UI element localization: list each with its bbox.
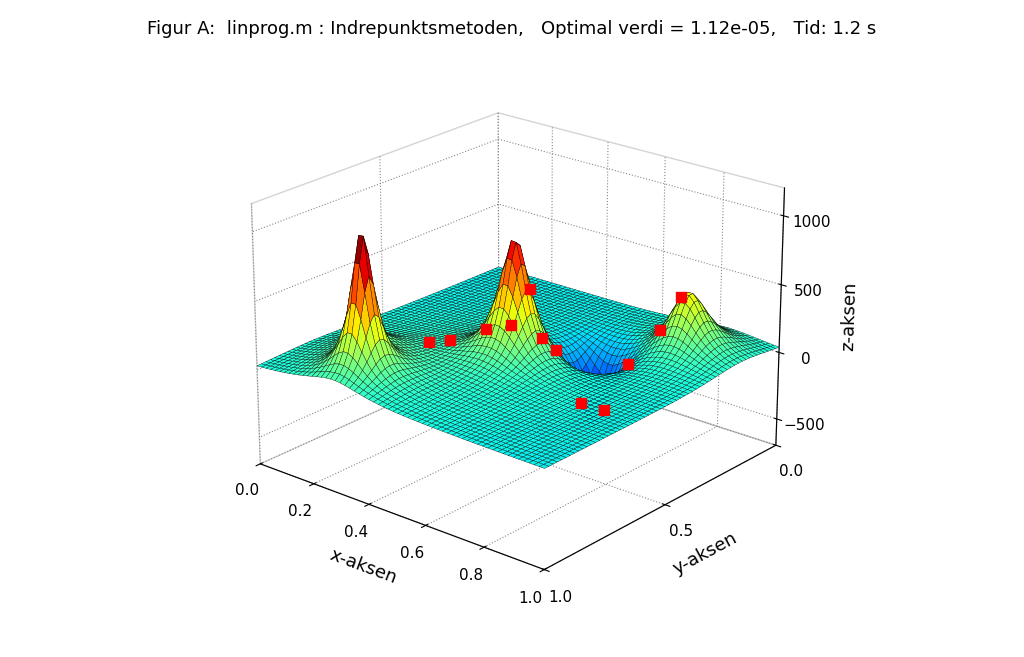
- Text: Figur A:  linprog.m : Indrepunktsmetoden,   Optimal verdi = 1.12e-05,   Tid: 1.2: Figur A: linprog.m : Indrepunktsmetoden,…: [147, 20, 877, 37]
- X-axis label: x-aksen: x-aksen: [327, 546, 399, 587]
- Y-axis label: y-aksen: y-aksen: [670, 529, 740, 578]
